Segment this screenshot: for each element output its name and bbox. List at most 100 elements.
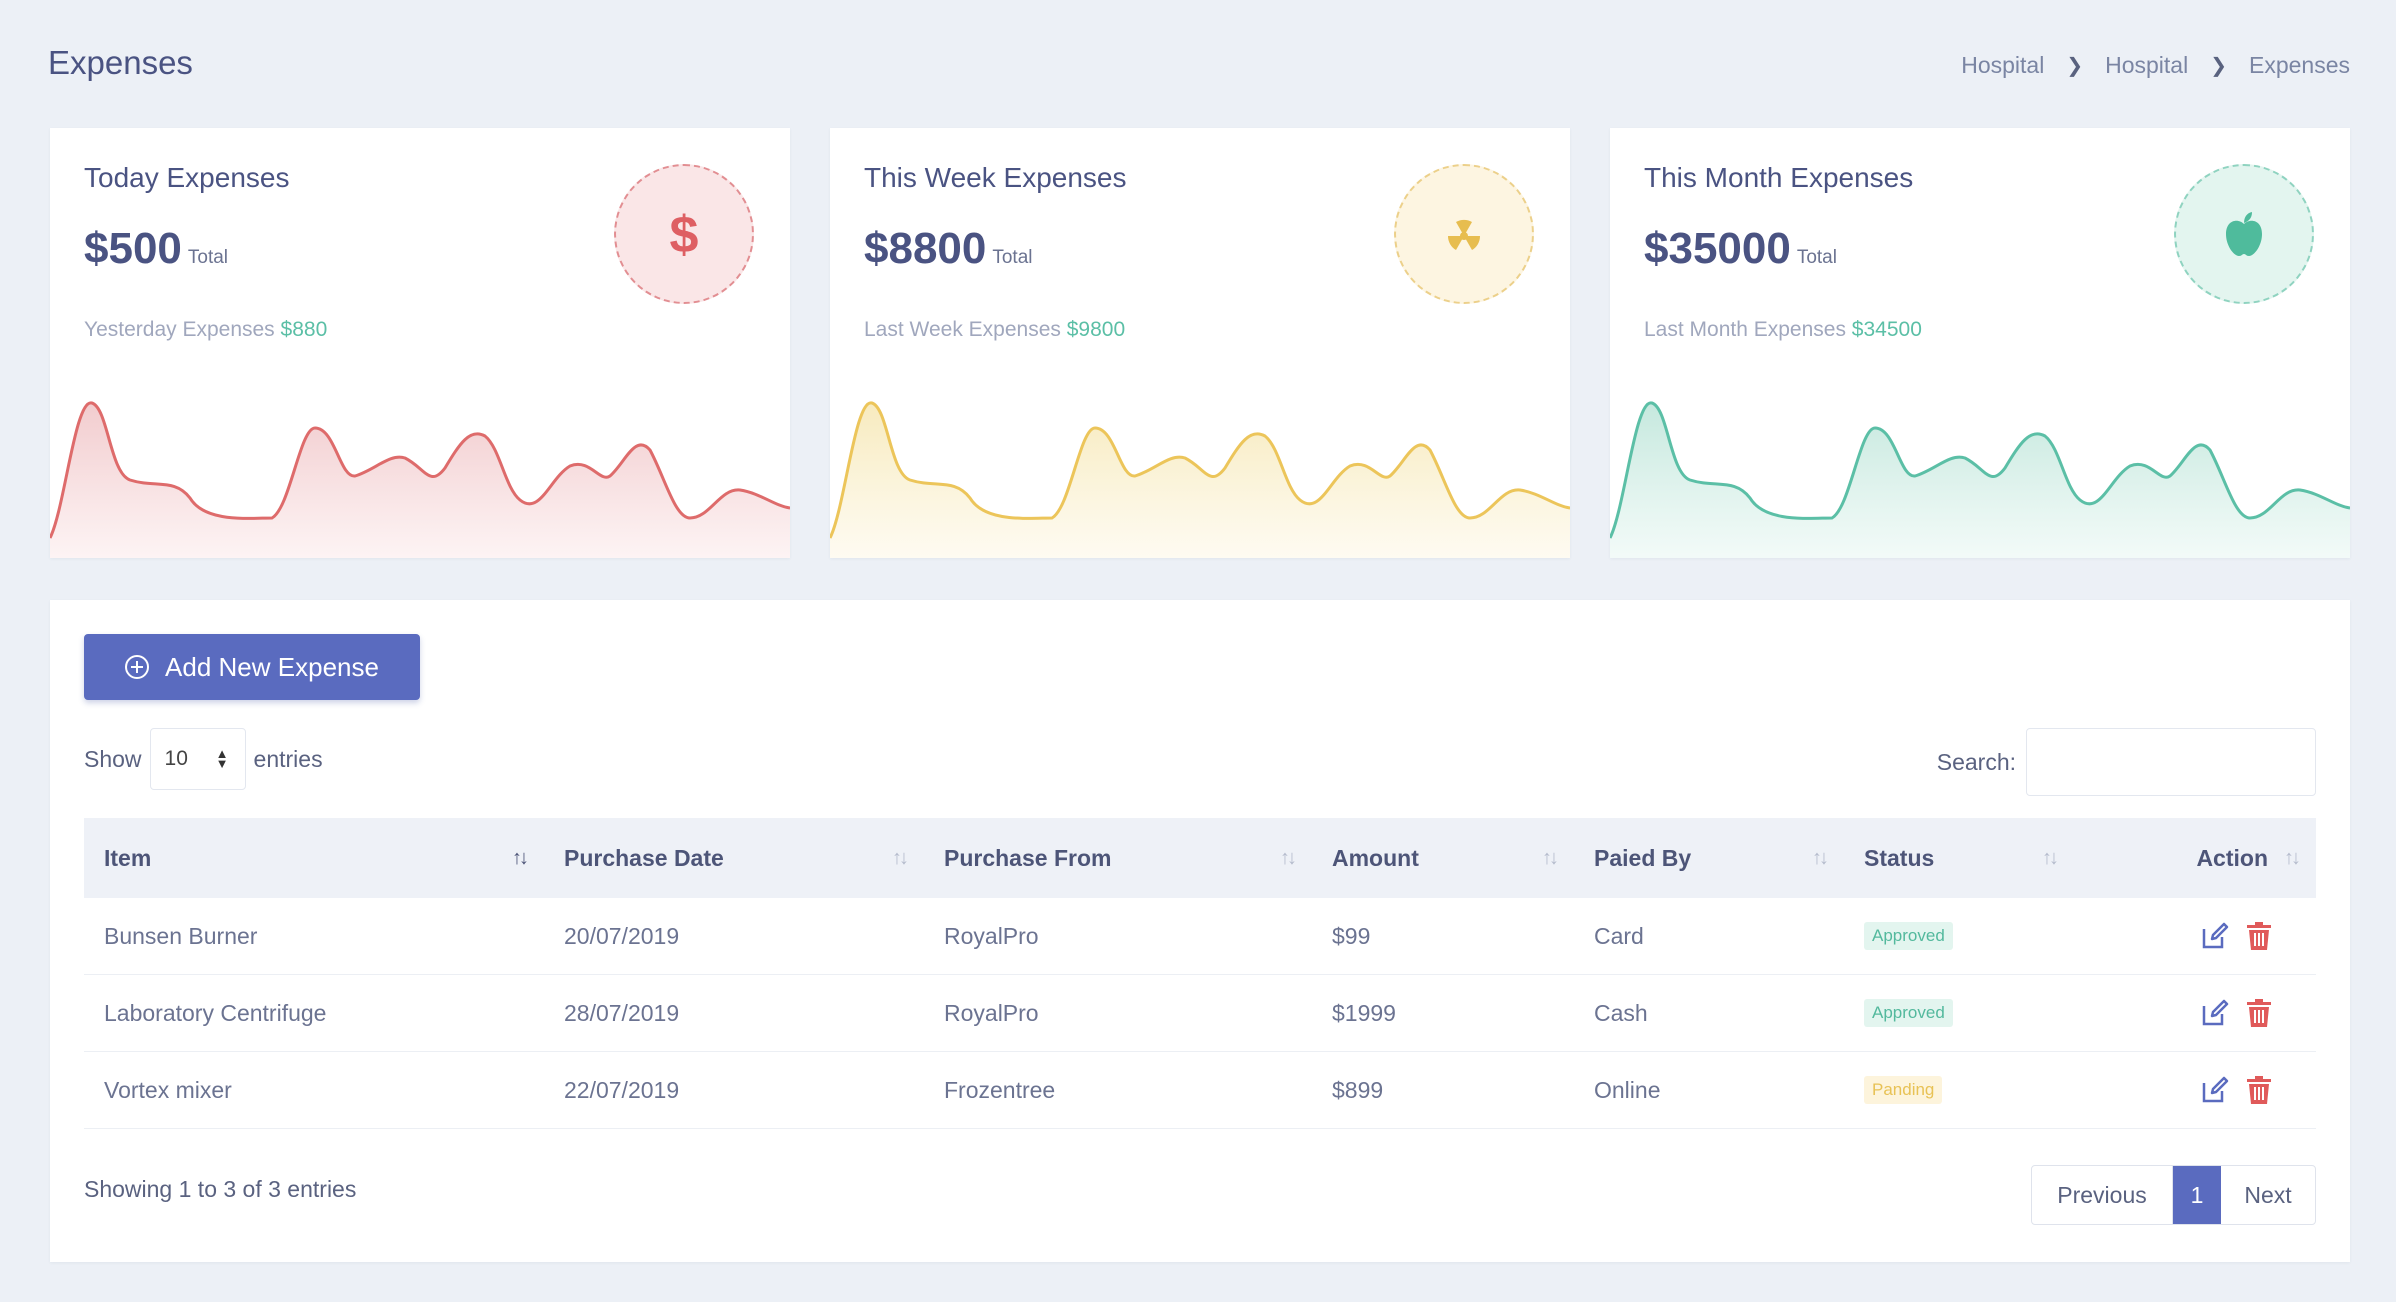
- sparkline-chart: [1610, 401, 2350, 558]
- card-total-label: Total: [1796, 247, 1837, 268]
- chevron-right-icon: ❯: [2210, 55, 2227, 77]
- breadcrumb-item[interactable]: Hospital: [1961, 52, 2045, 78]
- card-compare-value: $9800: [1066, 318, 1126, 341]
- status-badge: Panding: [1864, 1076, 1943, 1104]
- card-compare-label: Last Month Expenses: [1644, 318, 1846, 341]
- dollar-icon: $: [614, 164, 754, 304]
- month-expenses-card: This Month Expenses $35000 Total Last Mon…: [1610, 128, 2350, 558]
- today-expenses-card: Today Expenses $500 Total Yesterday Expen…: [50, 128, 790, 558]
- chevron-right-icon: ❯: [2066, 55, 2084, 77]
- sort-icon: ↑↓: [1542, 846, 1559, 869]
- cell-status: Approved: [1844, 975, 2074, 1051]
- card-compare: Last Week Expenses $9800: [864, 318, 1125, 342]
- column-header-label: Amount: [1332, 844, 1419, 871]
- card-title: This Week Expenses: [864, 162, 1127, 193]
- previous-button[interactable]: Previous: [2032, 1166, 2173, 1224]
- trash-icon[interactable]: [2246, 1075, 2272, 1105]
- cell-purchase-from: Frozentree: [944, 1076, 1056, 1103]
- next-button[interactable]: Next: [2244, 1181, 2292, 1208]
- sort-icon: ↑↓: [1280, 846, 1297, 869]
- search-input[interactable]: [2026, 728, 2316, 796]
- cell-paid-by: Cash: [1594, 999, 1648, 1026]
- page-length-select[interactable]: 10 ▲ ▼: [149, 728, 246, 790]
- cell-action: [2074, 898, 2316, 974]
- cell-item: Vortex mixer: [104, 1076, 232, 1103]
- cell-purchase-from: RoyalPro: [944, 999, 1039, 1026]
- card-amount: $35000 Total: [1644, 224, 1837, 274]
- column-header-label: Status: [1864, 844, 1935, 871]
- card-title: Today Expenses: [84, 162, 290, 193]
- cell-paid-by: Card: [1594, 922, 1644, 949]
- cell-purchase-from: RoyalPro: [944, 922, 1039, 949]
- sort-updown-icon: ▲ ▼: [215, 746, 229, 771]
- card-amount-value: $35000: [1644, 224, 1791, 273]
- column-header-label: Action: [2196, 844, 2268, 871]
- sparkline-chart: [50, 401, 790, 558]
- card-compare-label: Yesterday Expenses: [84, 318, 275, 341]
- plus-circle-icon: [125, 655, 150, 679]
- cell-action: [2074, 1052, 2316, 1128]
- column-header-amount[interactable]: Amount ↑↓: [1312, 818, 1574, 898]
- page-title: Expenses: [48, 44, 193, 81]
- show-label: Show: [84, 745, 142, 772]
- sort-icon: ↑↓: [1812, 846, 1829, 869]
- sort-icon: ↑↓: [2284, 846, 2301, 869]
- status-badge: Approved: [1864, 999, 1953, 1027]
- search-control: Search:: [1937, 728, 2316, 796]
- sort-icon: ↑↓: [2042, 846, 2059, 869]
- table-row: Bunsen Burner 20/07/2019 RoyalPro $99 Ca…: [84, 898, 2316, 975]
- pagination: Previous 1 Next: [2031, 1165, 2316, 1225]
- table-row: Vortex mixer 22/07/2019 Frozentree $899 …: [84, 1052, 2316, 1129]
- cell-status: Approved: [1844, 898, 2074, 974]
- page-button-current[interactable]: 1: [2173, 1166, 2221, 1224]
- breadcrumb-current: Expenses: [2248, 52, 2350, 78]
- card-compare-value: $880: [280, 318, 328, 341]
- cell-paid-by: Online: [1594, 1076, 1661, 1103]
- entries-label: entries: [253, 745, 323, 772]
- card-amount-value: $8800: [864, 224, 987, 273]
- breadcrumb: Hospital ❯ Hospital ❯ Expenses: [1961, 52, 2350, 79]
- card-title: This Month Expenses: [1644, 162, 1914, 193]
- column-header-purchase-from[interactable]: Purchase From ↑↓: [924, 818, 1312, 898]
- card-amount: $8800 Total: [864, 224, 1033, 274]
- add-new-expense-button[interactable]: Add New Expense: [84, 634, 420, 700]
- table-row: Laboratory Centrifuge 28/07/2019 RoyalPr…: [84, 975, 2316, 1052]
- status-badge: Approved: [1864, 922, 1953, 950]
- cell-amount: $99: [1332, 922, 1371, 949]
- cell-purchase-date: 22/07/2019: [564, 1076, 680, 1103]
- page-length-control: Show 10 ▲ ▼ entries: [84, 728, 323, 790]
- edit-icon[interactable]: [2200, 921, 2230, 951]
- row-actions: [2200, 921, 2272, 951]
- column-header-label: Purchase From: [944, 844, 1112, 871]
- card-total-label: Total: [992, 247, 1033, 268]
- sort-icon: ↑↓: [892, 846, 909, 869]
- column-header-status[interactable]: Status ↑↓: [1844, 818, 2074, 898]
- expenses-table: Item ↑↓ Purchase Date ↑↓ Purchase From ↑↓ A…: [84, 818, 2316, 1129]
- trash-icon[interactable]: [2246, 998, 2272, 1028]
- row-actions: [2200, 998, 2272, 1028]
- card-compare: Yesterday Expenses $880: [84, 318, 327, 342]
- column-header-paid-by[interactable]: Paied By ↑↓: [1574, 818, 1844, 898]
- svg-text:$: $: [670, 206, 699, 262]
- cell-item: Laboratory Centrifuge: [104, 999, 327, 1026]
- card-compare: Last Month Expenses $34500: [1644, 318, 1922, 342]
- edit-icon[interactable]: [2200, 1075, 2230, 1105]
- column-header-item[interactable]: Item ↑↓: [84, 818, 544, 898]
- cell-action: [2074, 975, 2316, 1051]
- edit-icon[interactable]: [2200, 998, 2230, 1028]
- search-label: Search:: [1936, 748, 2016, 775]
- week-expenses-card: This Week Expenses $8800 Total Last Week …: [830, 128, 1570, 558]
- card-amount-value: $500: [84, 224, 182, 273]
- column-header-action[interactable]: Action ↑↓: [2074, 818, 2316, 898]
- radiation-icon: [1394, 164, 1534, 304]
- table-header-row: Item ↑↓ Purchase Date ↑↓ Purchase From ↑↓ A…: [84, 818, 2316, 898]
- apple-icon: [2174, 164, 2314, 304]
- breadcrumb-item[interactable]: Hospital: [2105, 52, 2189, 78]
- trash-icon[interactable]: [2246, 921, 2272, 951]
- row-actions: [2200, 1075, 2272, 1105]
- cell-purchase-date: 28/07/2019: [564, 999, 680, 1026]
- card-total-label: Total: [187, 247, 229, 268]
- column-header-label: Item: [104, 844, 152, 871]
- add-new-expense-label: Add New Expense: [165, 651, 379, 682]
- column-header-purchase-date[interactable]: Purchase Date ↑↓: [544, 818, 924, 898]
